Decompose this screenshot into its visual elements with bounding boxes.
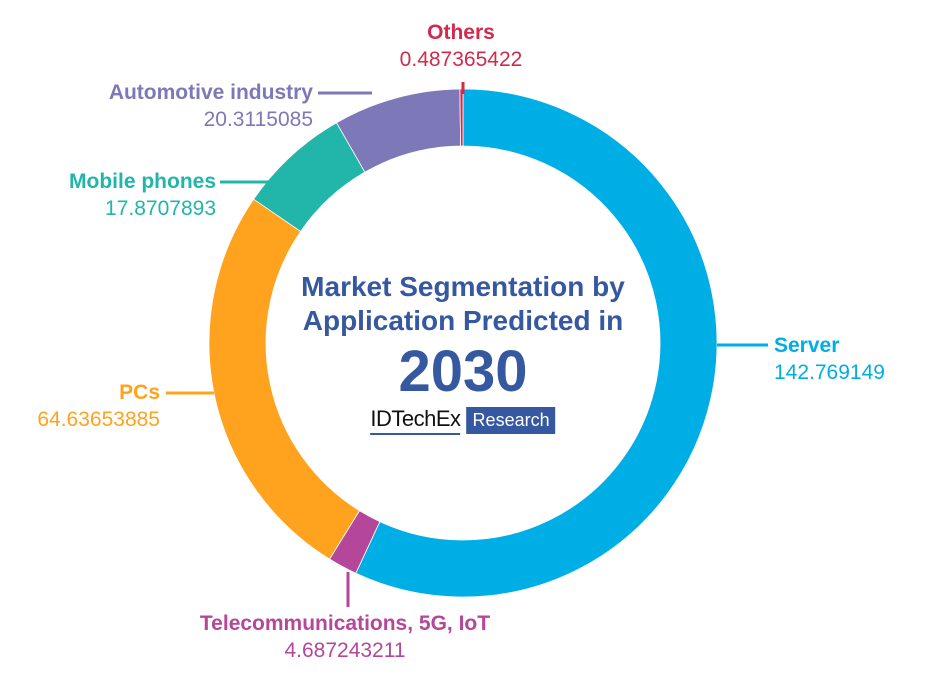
- label-telecom: Telecommunications, 5G, IoT 4.687243211: [200, 613, 490, 661]
- label-automotive: Automotive industry 20.3115085: [109, 82, 313, 130]
- title-line-2: Application Predicted in: [302, 305, 624, 336]
- label-server-name: Server: [774, 334, 840, 357]
- title-year: 2030: [398, 339, 528, 404]
- label-others-value: 0.487365422: [399, 48, 523, 71]
- title-line-1: Market Segmentation by: [301, 271, 625, 302]
- label-mobile: Mobile phones 17.8707893: [69, 171, 216, 219]
- label-automotive-value: 20.3115085: [203, 108, 313, 131]
- label-server-value: 142.769149: [774, 361, 885, 384]
- donut-ring: [208, 88, 718, 598]
- label-pcs: PCs 64.63653885: [37, 382, 160, 430]
- label-telecom-value: 4.687243211: [284, 639, 406, 662]
- donut-segment-server: [355, 88, 718, 598]
- logo-research-tag: Research: [466, 407, 556, 434]
- label-others: Others 0.487365422: [400, 22, 523, 70]
- donut-segment-others: [459, 88, 464, 147]
- label-server: Server 142.769149: [774, 335, 885, 383]
- idtechex-logo: IDTechEx Research: [301, 406, 625, 435]
- leader-lines: [166, 82, 768, 607]
- label-telecom-name: Telecommunications, 5G, IoT: [199, 612, 491, 635]
- label-mobile-value: 17.8707893: [105, 197, 216, 220]
- label-mobile-name: Mobile phones: [69, 170, 216, 193]
- label-pcs-value: 64.63653885: [37, 408, 160, 431]
- label-automotive-name: Automotive industry: [108, 81, 313, 104]
- label-pcs-name: PCs: [119, 381, 160, 404]
- chart-title: Market Segmentation by Application Predi…: [301, 270, 625, 435]
- label-others-name: Others: [427, 21, 495, 44]
- logo-brand: IDTechEx: [370, 406, 461, 435]
